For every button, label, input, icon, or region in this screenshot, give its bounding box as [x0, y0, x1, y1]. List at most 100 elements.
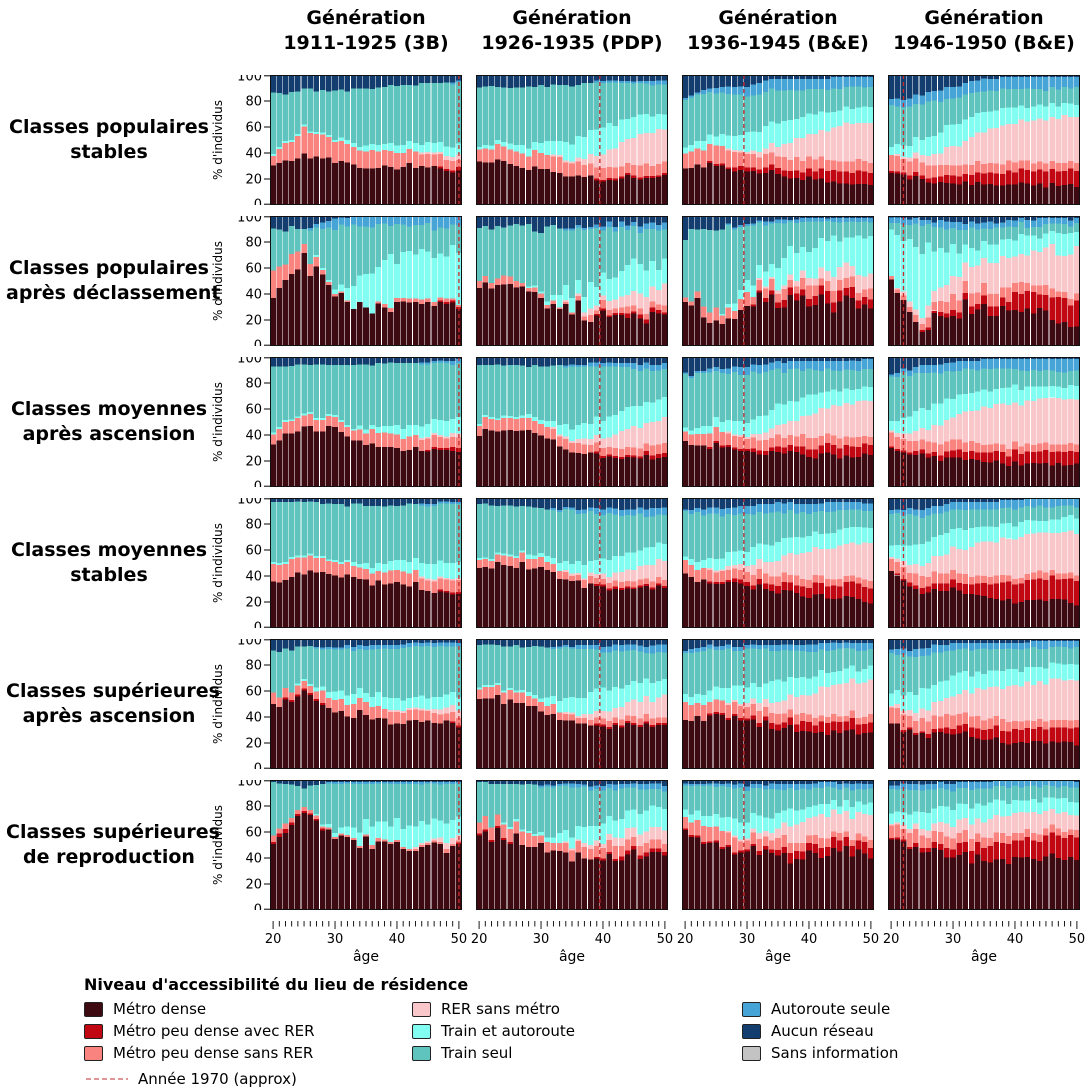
chart-grid: Génération 1911-1925 (3B) Génération 192… [0, 0, 1092, 969]
y-tick-label: 100 [237, 357, 262, 366]
stacked-bar-panel [888, 498, 1080, 628]
panel-r5-c4 [888, 639, 1080, 769]
panel-r4-c3 [682, 498, 874, 628]
stacked-bar-panel [888, 639, 1080, 769]
stacked-bar-panel [888, 780, 1080, 910]
legend-item-label: Autoroute seule [771, 1000, 890, 1018]
y-axis-title: % d'individus [212, 241, 225, 321]
stacked-bar-panel [888, 216, 1080, 346]
x-tick-label: 40 [595, 932, 612, 947]
stacked-bar-panel [270, 639, 462, 769]
y-tick-label: 80 [245, 377, 262, 392]
legend-item-label: Métro dense [113, 1000, 206, 1018]
row-label-line: après ascension [6, 422, 212, 447]
row-label-line: stables [6, 563, 212, 588]
legend-item-label: Aucun réseau [771, 1022, 874, 1040]
col-title-line: 1946-1950 (B&E) [888, 31, 1080, 56]
y-tick-label: 0 [254, 621, 262, 628]
x-tick-label: 30 [945, 932, 962, 947]
legend-title: Niveau d'accessibilité du lieu de réside… [84, 975, 1092, 994]
y-tick-label: 80 [245, 95, 262, 110]
y-tick-label: 80 [245, 800, 262, 815]
legend-item-rer-sans-metro: RER sans métro [412, 1000, 742, 1018]
y-axis: 020406080100% d'individus [212, 639, 270, 769]
legend-item-label: Sans information [771, 1044, 898, 1062]
y-axis-row-6: 020406080100% d'individus [212, 780, 270, 910]
stacked-bar-panel [682, 216, 874, 346]
x-tick-label: 40 [389, 932, 406, 947]
col-title-2: Génération 1926-1935 (PDP) [476, 4, 668, 64]
col-title-line: 1926-1935 (PDP) [476, 31, 668, 56]
y-tick-label: 20 [245, 314, 262, 329]
dashed-line-swatch [84, 1074, 130, 1084]
x-axis-title: âge [971, 949, 997, 965]
legend-swatch-aucun-reseau [742, 1024, 761, 1039]
x-tick-label: 30 [533, 932, 550, 947]
y-axis-row-1: 020406080100% d'individus [212, 75, 270, 205]
col-title-3: Génération 1936-1945 (B&E) [682, 4, 874, 64]
x-tick-label: 50 [863, 932, 880, 947]
stacked-bar-panel [682, 498, 874, 628]
col-title-line: 1936-1945 (B&E) [682, 31, 874, 56]
legend-swatch-sans-information [742, 1046, 761, 1061]
row-label-line: Classes populaires [6, 256, 212, 281]
y-tick-label: 20 [245, 878, 262, 893]
legend-item-sans-information: Sans information [742, 1044, 1092, 1062]
legend-item-train-autoroute: Train et autoroute [412, 1022, 742, 1040]
legend-item-train-seul: Train seul [412, 1044, 742, 1062]
panel-r3-c4 [888, 357, 1080, 487]
col-title-line: Génération [476, 6, 668, 31]
panel-r2-c1 [270, 216, 462, 346]
x-tick-label: 20 [265, 932, 282, 947]
panel-r1-c4 [888, 75, 1080, 205]
y-tick-label: 0 [254, 762, 262, 769]
stacked-bar-panel [682, 357, 874, 487]
panel-r5-c1 [270, 639, 462, 769]
y-tick-label: 100 [237, 780, 262, 789]
y-axis-row-2: 020406080100% d'individus [212, 216, 270, 346]
y-tick-label: 60 [245, 544, 262, 559]
stacked-bar-panel [270, 498, 462, 628]
panel-r2-c4 [888, 216, 1080, 346]
x-tick-label: 20 [883, 932, 900, 947]
x-tick-label: 20 [471, 932, 488, 947]
x-tick-label: 30 [739, 932, 756, 947]
y-axis-row-5: 020406080100% d'individus [212, 639, 270, 769]
y-tick-label: 80 [245, 236, 262, 251]
panel-r4-c2 [476, 498, 668, 628]
y-tick-label: 60 [245, 121, 262, 136]
stacked-bar-panel [682, 639, 874, 769]
legend-swatch-rer-sans-metro [412, 1002, 431, 1017]
x-axis-title: âge [765, 949, 791, 965]
legend-vline-label: Année 1970 (approx) [138, 1070, 297, 1088]
row-label-line: Classes moyennes [6, 538, 212, 563]
stacked-bar-panel [476, 75, 668, 205]
y-tick-label: 0 [254, 903, 262, 910]
y-tick-label: 20 [245, 596, 262, 611]
y-axis-row-3: 020406080100% d'individus [212, 357, 270, 487]
x-axis-title: âge [559, 949, 585, 965]
x-tick-label: 50 [1069, 932, 1086, 947]
y-tick-label: 40 [245, 147, 262, 162]
panel-r1-c2 [476, 75, 668, 205]
y-tick-label: 20 [245, 737, 262, 752]
panel-r6-c4 [888, 780, 1080, 910]
panel-r4-c1 [270, 498, 462, 628]
stacked-bar-panel [476, 780, 668, 910]
col-title-line: 1911-1925 (3B) [270, 31, 462, 56]
legend-item-autoroute-seule: Autoroute seule [742, 1000, 1092, 1018]
panel-r3-c2 [476, 357, 668, 487]
y-tick-label: 100 [237, 216, 262, 225]
col-title-line: Génération [270, 6, 462, 31]
y-tick-label: 60 [245, 403, 262, 418]
row-label-line: Classes populaires [6, 115, 212, 140]
row-label-line: Classes supérieures [6, 679, 212, 704]
y-tick-label: 20 [245, 455, 262, 470]
y-axis: 020406080100% d'individus [212, 75, 270, 205]
y-axis-row-4: 020406080100% d'individus [212, 498, 270, 628]
